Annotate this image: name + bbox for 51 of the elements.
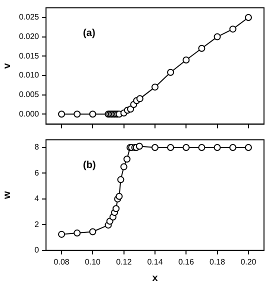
point <box>58 230 66 238</box>
point <box>117 176 124 184</box>
x-tick-label: 0.10 <box>84 257 102 266</box>
y-tick-label: 0.020 <box>18 32 40 42</box>
point <box>123 156 130 163</box>
x-tick-label: 0.14 <box>147 257 164 266</box>
point <box>198 44 206 52</box>
annotation: (b) <box>83 160 96 171</box>
y-tick-label: 0.010 <box>18 70 40 80</box>
y-tick-label: 0.015 <box>18 51 40 60</box>
y-tick-label: 0.000 <box>18 109 40 118</box>
point <box>58 110 66 118</box>
x-tick-label: 0.08 <box>54 257 70 266</box>
point <box>127 106 134 113</box>
x-tick-label: 0.20 <box>240 257 257 266</box>
annotation: (a) <box>83 28 96 39</box>
point <box>89 228 96 236</box>
point <box>244 144 252 152</box>
point <box>229 144 236 152</box>
point <box>136 142 143 150</box>
point <box>182 144 190 152</box>
y-axis-title: w <box>2 190 13 200</box>
point <box>229 26 236 33</box>
y-tick-label: 4 <box>34 194 40 204</box>
point <box>89 110 96 118</box>
y-tick-label: 0.005 <box>18 90 40 100</box>
point <box>136 95 144 102</box>
x-axis-title: x <box>152 272 158 284</box>
point <box>214 33 221 40</box>
y-axis-title: v <box>2 62 13 69</box>
point <box>214 144 221 152</box>
point <box>74 110 81 118</box>
point <box>152 84 158 91</box>
y-tick-label: 0.025 <box>18 12 40 22</box>
point <box>74 230 81 237</box>
y-tick-label: 8 <box>34 142 40 152</box>
point <box>167 144 174 152</box>
y-tick-label: 2 <box>34 220 40 229</box>
point <box>198 144 206 152</box>
x-tick-label: 0.16 <box>178 257 194 266</box>
point <box>152 144 158 152</box>
point <box>120 163 128 170</box>
point <box>116 192 123 200</box>
point <box>112 205 120 212</box>
point <box>244 14 252 21</box>
point <box>167 68 174 76</box>
point <box>182 56 190 64</box>
x-tick-label: 0.12 <box>116 257 132 266</box>
y-tick-label: 0 <box>34 246 40 255</box>
y-tick-label: 6 <box>34 168 40 178</box>
x-tick-label: 0.18 <box>209 257 226 266</box>
